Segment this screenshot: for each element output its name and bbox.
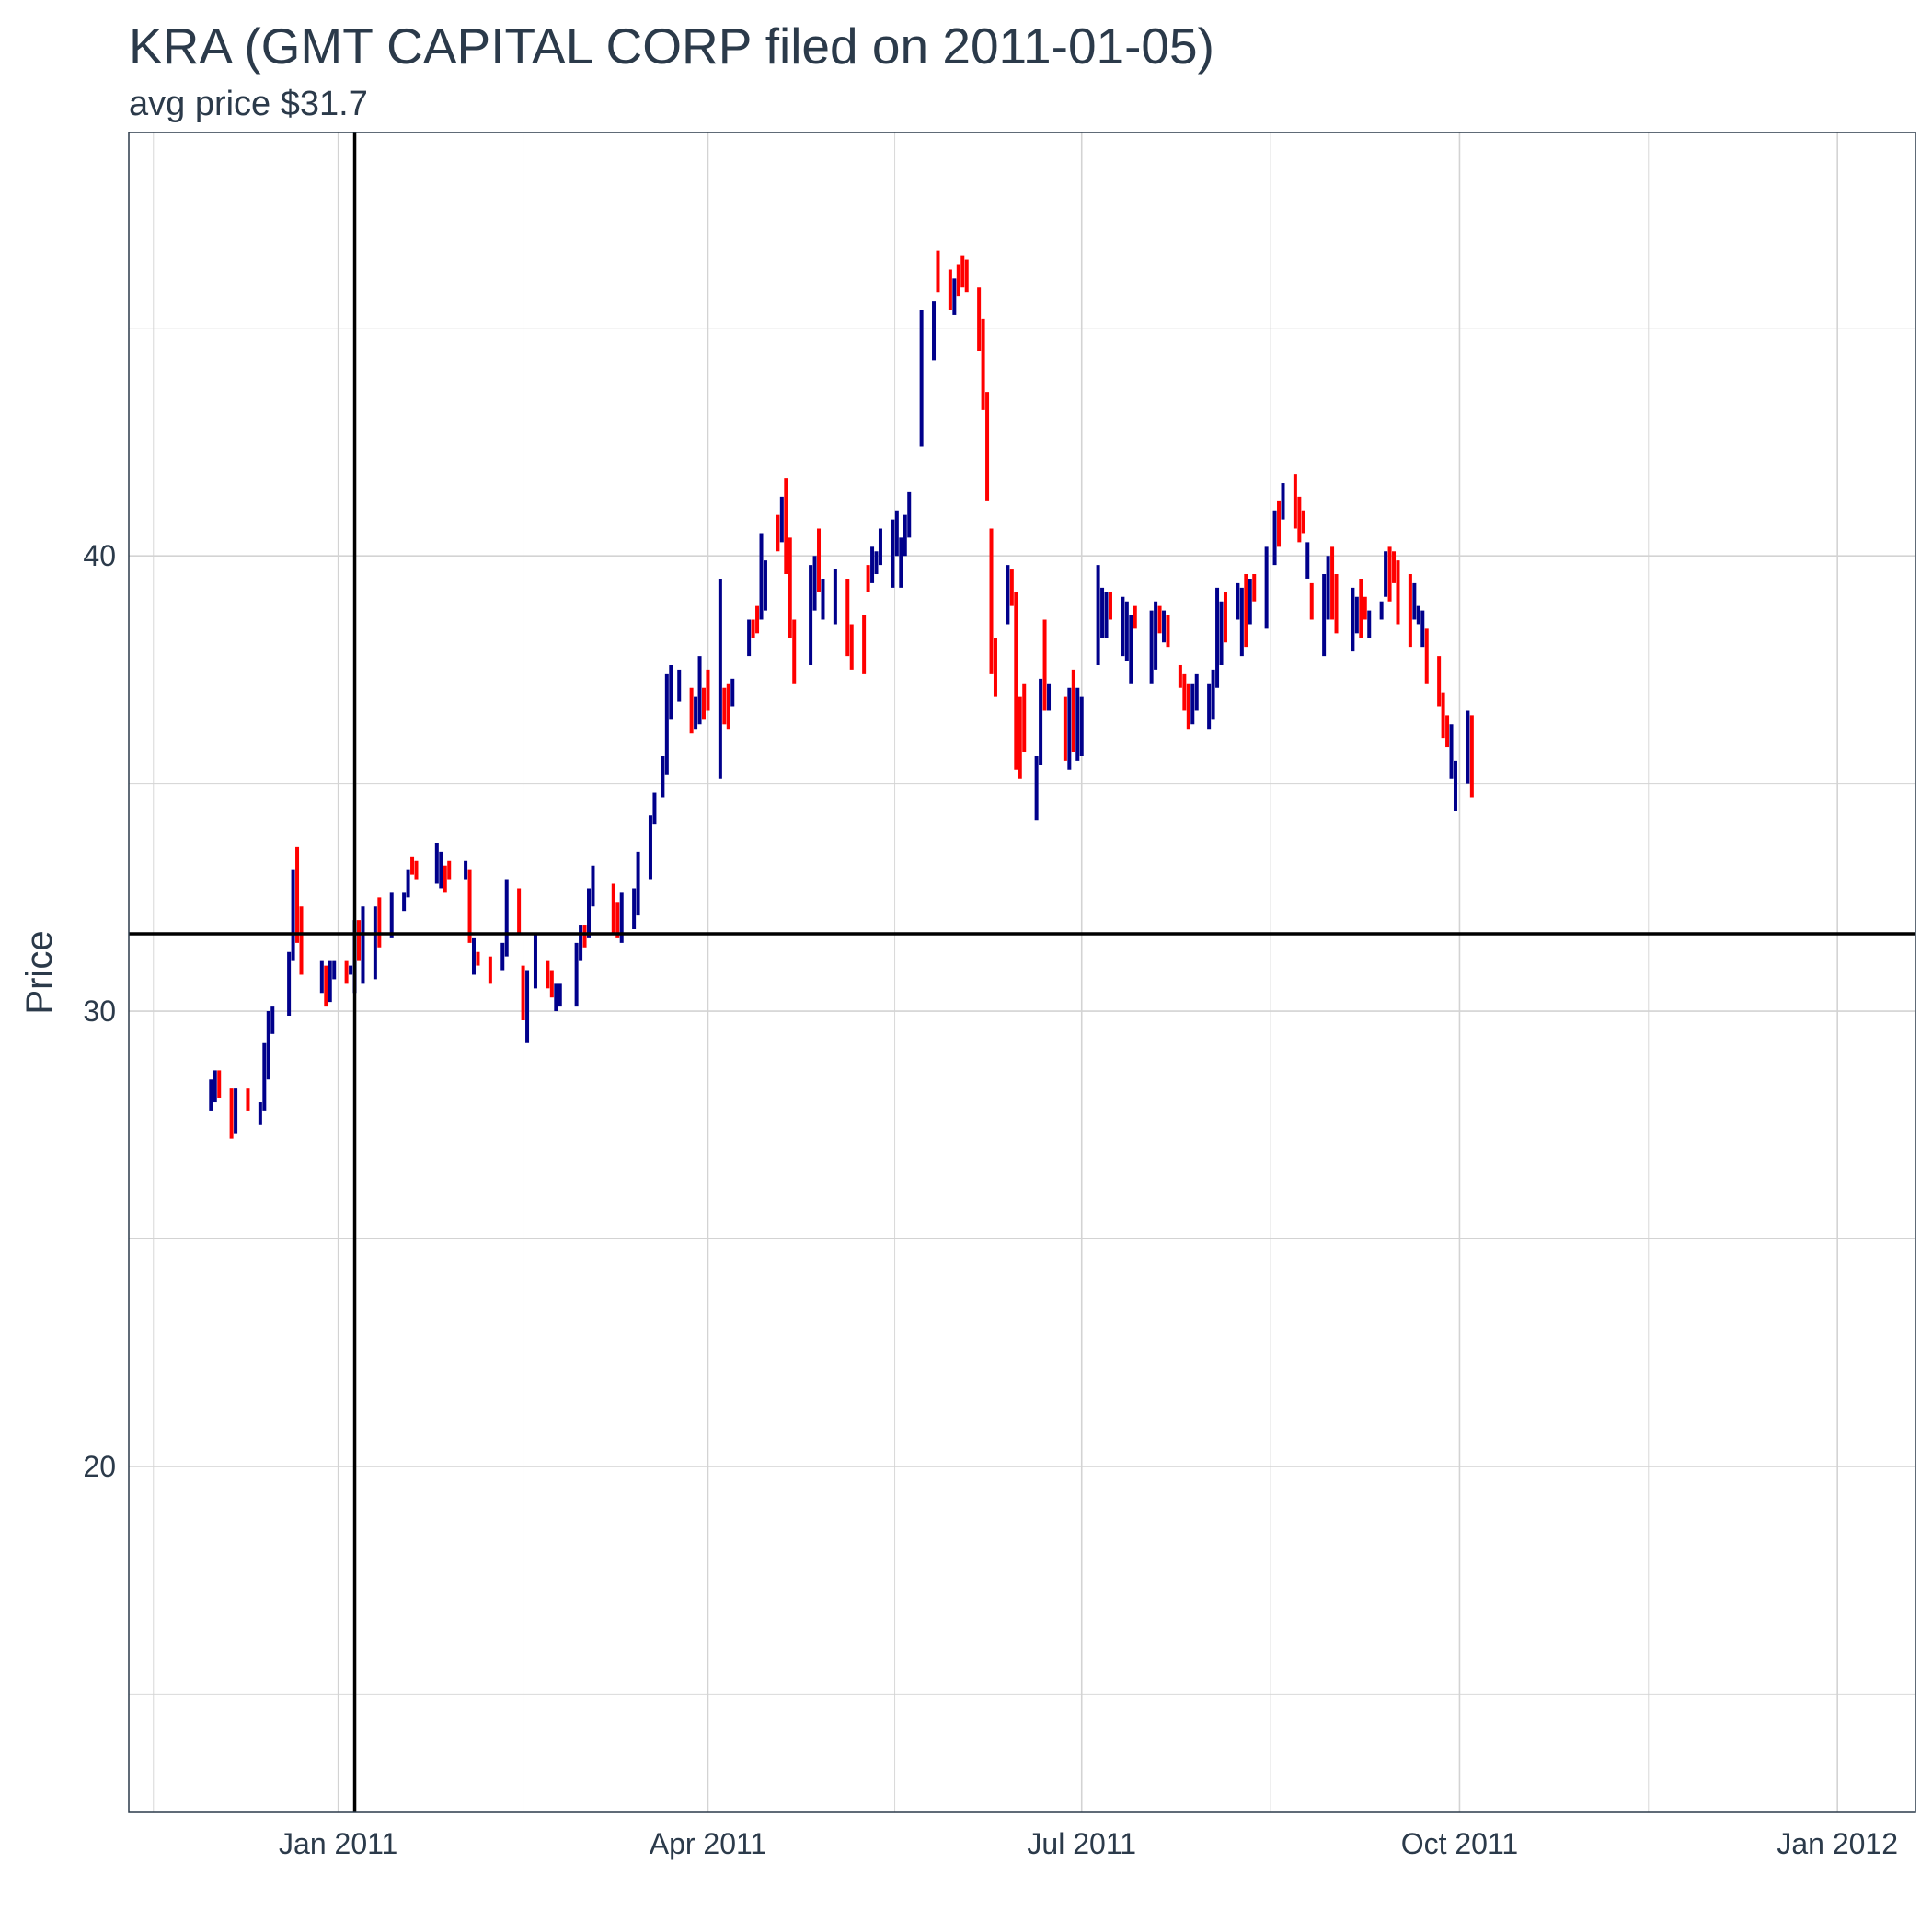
y-tick-label: 20	[83, 1450, 116, 1483]
price-bars	[209, 250, 1474, 1139]
y-tick-label: 40	[83, 539, 116, 572]
x-tick-label: Jul 2011	[1027, 1827, 1136, 1860]
reference-lines	[129, 132, 1915, 1812]
y-axis-title: Price	[19, 930, 60, 1014]
x-tick-label: Apr 2011	[650, 1827, 767, 1860]
y-axis-ticks: 20 30 40	[83, 539, 116, 1483]
x-tick-label: Oct 2011	[1401, 1827, 1518, 1860]
x-tick-label: Jan 2012	[1777, 1827, 1898, 1860]
y-tick-label: 30	[83, 995, 116, 1028]
x-tick-label: Jan 2011	[279, 1827, 397, 1860]
panel-border	[128, 132, 1916, 1813]
chart-subtitle: avg price $31.7	[129, 85, 368, 123]
grid-lines	[129, 132, 1915, 1812]
x-axis-ticks: Jan 2011 Apr 2011 Jul 2011 Oct 2011 Jan 2012	[279, 1827, 1898, 1860]
chart-title: KRA (GMT CAPITAL CORP filed on 2011-01-0…	[129, 17, 1214, 75]
